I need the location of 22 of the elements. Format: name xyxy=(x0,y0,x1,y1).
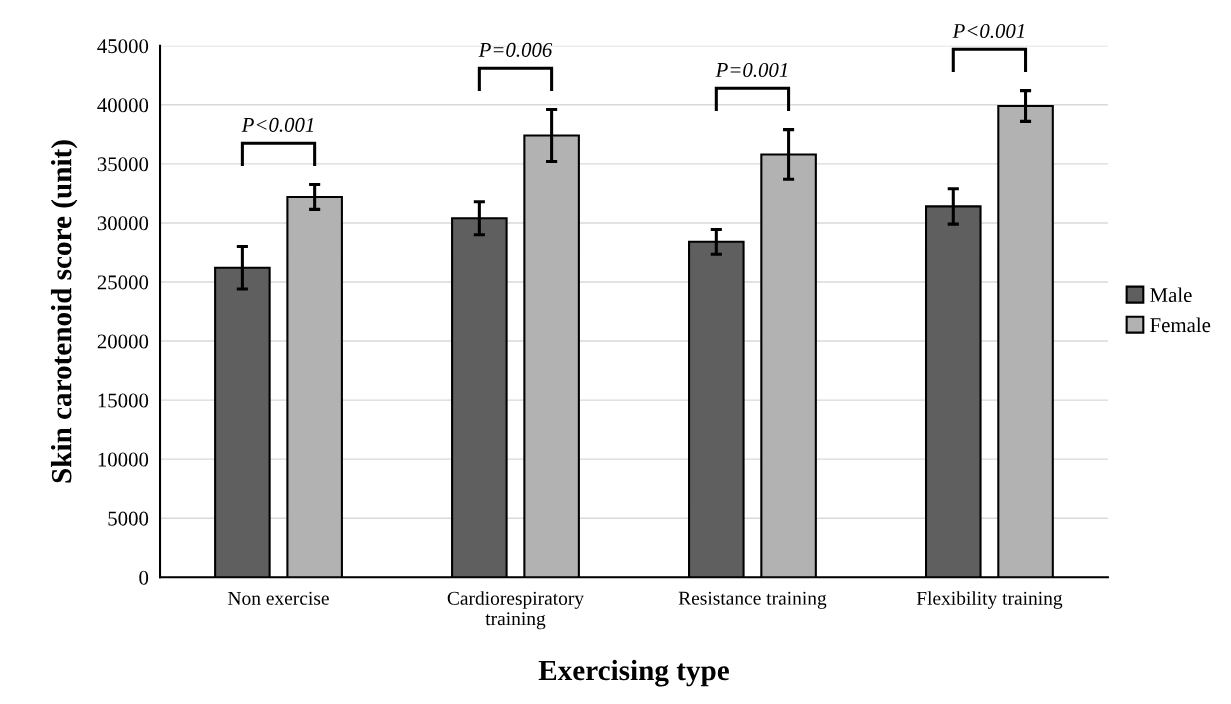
y-tick-label: 5000 xyxy=(108,511,149,526)
annotation: P=0.006 xyxy=(478,42,553,57)
y-tick-label: 35000 xyxy=(97,157,149,172)
text: P<0.001 xyxy=(952,23,1025,39)
y-axis-title: Skin carotenoid score (unit) xyxy=(50,140,78,483)
y-tick-label: 40000 xyxy=(97,98,149,113)
y-tick-label: 30000 xyxy=(97,216,149,231)
y-tick-label: 20000 xyxy=(97,334,149,349)
x-tick-label: Cardiorespiratory training xyxy=(447,591,584,630)
annotation: P=0.001 xyxy=(715,62,788,78)
x-tick-label: Resistance training xyxy=(678,591,827,609)
x-axis-title: Exercising type xyxy=(538,659,729,687)
y-tick-label: 25000 xyxy=(97,275,149,290)
annotation: P<0.001 xyxy=(241,117,314,132)
x-tick-label: Flexibility training xyxy=(916,591,1063,609)
y-tick-label: 0 xyxy=(139,570,149,585)
x-tick-label: Non exercise xyxy=(228,591,329,605)
y-tick-label: 10000 xyxy=(98,452,149,467)
y-tick-label: 45000 xyxy=(97,39,149,54)
legend-label: Female xyxy=(1150,317,1211,333)
y-tick-label: 15000 xyxy=(98,393,149,408)
legend-label: Male xyxy=(1150,287,1192,303)
